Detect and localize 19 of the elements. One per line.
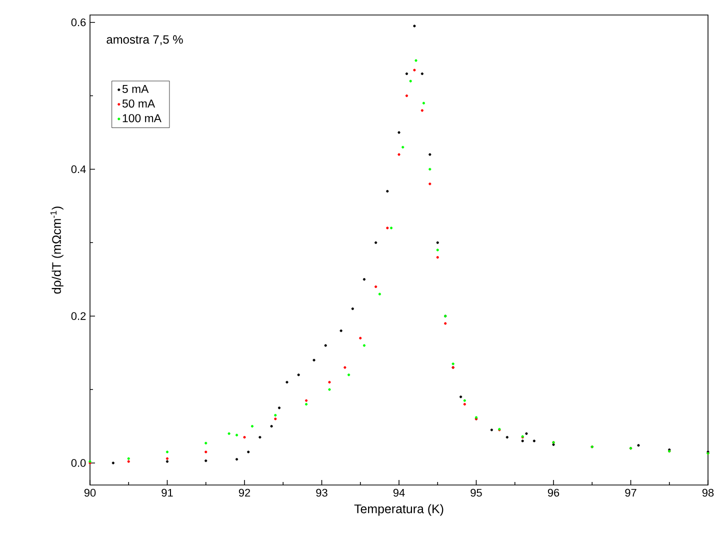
y-tick-label: 0.6 [71, 18, 86, 26]
legend-label: 100 mA [122, 114, 162, 122]
x-tick-label: 98 [702, 488, 714, 497]
y-tick-label: 0.2 [71, 312, 86, 320]
x-tick-label: 96 [548, 488, 560, 497]
x-tick-label: 95 [470, 488, 482, 497]
x-tick-label: 92 [238, 488, 250, 497]
x-tick-label: 93 [316, 488, 328, 497]
x-tick-label: 90 [84, 488, 96, 497]
x-tick-label: 94 [393, 488, 405, 497]
y-tick-label: 0.4 [71, 165, 86, 174]
x-tick-label: 97 [625, 488, 636, 497]
y-tick-label: 0.0 [71, 459, 86, 467]
legend-label: 50 mA [122, 99, 156, 108]
legend-label: 5 mA [122, 84, 149, 93]
x-axis-title: Temperatura (K) [354, 504, 444, 516]
x-tick-label: 91 [162, 488, 173, 497]
legend-title: amostra 7,5 % [106, 35, 183, 46]
y-axis-title: dρ/dT (mΩcm$^{-1}$) [50, 206, 64, 294]
